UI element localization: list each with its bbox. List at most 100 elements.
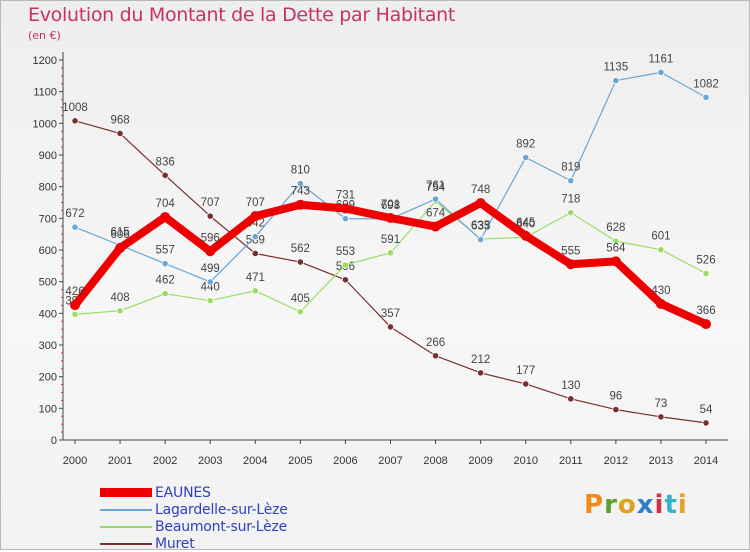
data-label: 635 [471, 220, 490, 232]
data-label: 54 [700, 404, 713, 416]
logo-letter: t [664, 490, 678, 520]
data-label: 836 [156, 156, 175, 168]
data-point [115, 243, 126, 254]
data-label: 633 [471, 221, 490, 233]
y-tick-label: 500 [39, 277, 57, 289]
data-point [116, 129, 124, 138]
data-point [475, 198, 486, 209]
x-tick-label: 2000 [63, 455, 87, 467]
data-point [567, 395, 575, 403]
legend-swatch [100, 488, 152, 497]
y-tick-label: 200 [39, 372, 57, 384]
data-point [386, 249, 395, 257]
data-point [386, 323, 395, 331]
data-label: 707 [201, 197, 220, 209]
x-tick-label: 2005 [288, 455, 312, 467]
y-tick-label: 700 [39, 213, 57, 225]
unit-label: (en €) [28, 29, 61, 42]
y-tick-label: 1200 [33, 55, 57, 67]
data-label: 892 [516, 139, 535, 151]
series-muret: 1008968836707589562506357266212177130967… [62, 102, 713, 427]
data-label: 640 [516, 218, 535, 230]
data-point [385, 213, 396, 224]
data-label: 562 [291, 243, 310, 255]
data-label: 130 [561, 380, 580, 392]
data-point [565, 259, 576, 270]
data-label: 606 [110, 229, 129, 241]
data-point [702, 269, 710, 278]
data-label: 440 [201, 282, 220, 294]
data-point [657, 68, 665, 76]
data-point [612, 76, 620, 85]
data-point [567, 209, 575, 217]
data-label: 704 [156, 198, 176, 210]
data-point [250, 211, 261, 222]
data-point [340, 203, 351, 214]
legend-label: Lagardelle-sur-Lèze [155, 501, 288, 518]
x-tick-label: 2004 [243, 455, 267, 467]
y-tick-label: 400 [39, 308, 57, 320]
data-point [522, 153, 530, 162]
data-label: 1082 [693, 78, 719, 90]
data-point [657, 413, 665, 421]
data-label: 645 [516, 217, 535, 229]
data-point [161, 260, 169, 268]
legend-label: Muret [155, 535, 195, 552]
legend-item: Lagardelle-sur-Lèze [100, 501, 288, 518]
data-point [612, 237, 620, 245]
y-tick-label: 1000 [33, 118, 57, 130]
data-point [701, 319, 711, 330]
data-label: 1161 [649, 53, 674, 65]
y-tick-label: 900 [39, 150, 57, 162]
data-point [71, 223, 79, 231]
data-point [702, 93, 710, 101]
data-label: 743 [291, 186, 310, 198]
data-point [520, 230, 531, 241]
data-point [655, 298, 666, 309]
data-label: 819 [561, 162, 580, 174]
logo-letter: r [604, 490, 618, 520]
data-point [70, 300, 80, 311]
data-point [251, 287, 259, 295]
data-label: 564 [606, 242, 626, 254]
data-label: 212 [471, 354, 490, 366]
data-point [206, 212, 214, 220]
data-label: 754 [426, 182, 446, 194]
y-tick-label: 800 [39, 182, 57, 194]
data-point [610, 256, 621, 267]
data-label: 718 [561, 194, 580, 206]
data-label: 177 [516, 365, 535, 377]
data-label: 408 [110, 292, 129, 304]
x-tick-label: 2010 [513, 455, 537, 467]
data-point [341, 261, 350, 269]
legend-label: EAUNES [155, 484, 211, 501]
data-label: 698 [381, 200, 400, 212]
legend-swatch [100, 508, 152, 511]
data-point [341, 215, 350, 223]
legend-swatch [100, 542, 152, 545]
data-label: 601 [651, 231, 670, 243]
data-label: 555 [561, 245, 580, 257]
data-point [431, 352, 440, 360]
logo-letter: i [654, 490, 665, 520]
data-point [251, 249, 259, 258]
data-label: 615 [110, 226, 129, 238]
legend-item: Muret [100, 535, 195, 552]
data-label: 761 [426, 180, 445, 192]
data-point [161, 171, 169, 179]
data-label: 674 [426, 208, 446, 220]
y-tick-label: 1100 [33, 87, 57, 99]
data-label: 471 [246, 272, 265, 284]
data-point [251, 233, 259, 241]
data-label: 73 [655, 398, 668, 410]
data-point [657, 246, 665, 254]
data-label: 591 [381, 234, 400, 246]
data-label: 968 [110, 114, 129, 126]
data-point [430, 221, 441, 232]
data-point [477, 369, 485, 377]
data-point [206, 278, 214, 286]
legend-swatch [100, 525, 152, 528]
data-label: 1008 [62, 102, 88, 114]
x-tick-label: 2014 [694, 455, 718, 467]
data-label: 462 [156, 275, 175, 287]
